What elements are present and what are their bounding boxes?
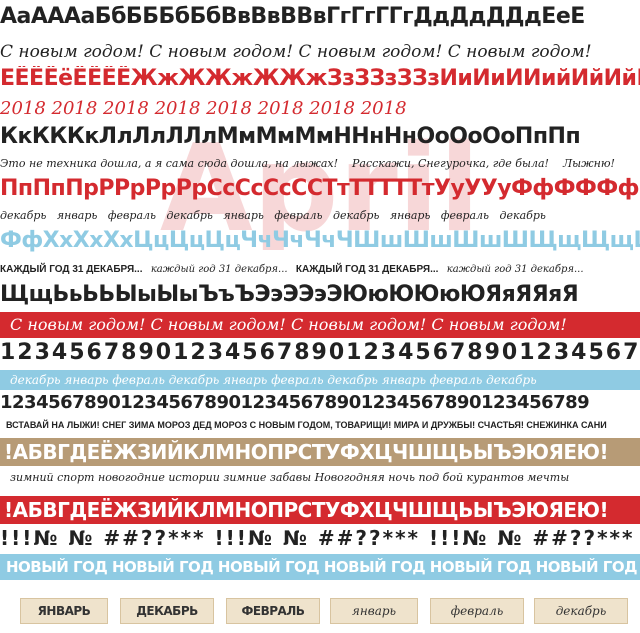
phrase-row-2: КАЖДЫЙ ГОД 31 ДЕКАБРЯ... каждый год 31 д…: [0, 264, 584, 275]
numbers-row-2: 1234567890123456789012345678901234567890…: [0, 392, 590, 413]
new-year-band-blue: НОВЫЙ ГОД НОВЫЙ ГОД НОВЫЙ ГОД НОВЫЙ ГОД …: [0, 554, 640, 580]
tag-january-script: январь: [330, 598, 418, 624]
numbers-row-1: 1234567890123456789012345678901234567: [0, 340, 640, 365]
script-phrases-row: зимний спорт новогодние истории зимние з…: [10, 471, 570, 484]
alphabet-band-red: !АБВГДЕЁЖЗИЙКЛМНОПРСТУФХЦЧШЩЬЫЪЭЮЯЕЮ!: [0, 496, 640, 524]
alphabet-row-5: ФфХхХхХхЦцЦцЦцЧчЧчЧчЧШшШшШшШЩщЩщЩщ: [0, 228, 640, 253]
months-band: декабрь январь февраль декабрь январь фе…: [0, 370, 640, 390]
tag-december-script: декабрь: [534, 598, 628, 624]
months-row-1: декабрь январь февраль декабрь январь фе…: [0, 209, 546, 222]
tag-february: ФЕВРАЛЬ: [226, 598, 320, 624]
alphabet-row-4: ПпПпПрРРрРрРрСсСсСсССТтТТТТТтУуУУуФфФФФф: [0, 176, 640, 201]
alphabet-row-1: АаАААаБбБББбБбВвВвВВвГгГгГГгДдДдДДдЕеЕ: [0, 4, 585, 29]
new-year-band: С новым годом! С новым годом! С новым го…: [0, 312, 640, 338]
phrase-row-1: Это не техника дошла, а я сама сюда дошл…: [0, 157, 615, 170]
alphabet-row-6: ЩщЬьЬЬЫыЫыЪъЪЭэЭЭэЭЮюЮЮюЮЯяЯЯяЯ: [0, 282, 579, 307]
year-row: 2018 2018 2018 2018 2018 2018 2018 2018: [0, 98, 407, 119]
alphabet-row-3: КкКККкЛлЛлЛЛлМмМмМмННнНнОоОоОоПпПп: [0, 124, 581, 149]
script-row-1: С новым годом! С новым годом! С новым го…: [0, 42, 592, 62]
symbols-row: !!!№ № ##??*** !!!№ № ##??*** !!!№ № ##?…: [0, 526, 635, 550]
alphabet-row-2: ЕЁЁЁёЁЁЁЁЖжЖЖжЖЖжЗзЗЗзЗЗзИиИиИИийИйИйКк: [0, 66, 640, 91]
tag-january: ЯНВАРЬ: [20, 598, 108, 624]
tag-february-script: февраль: [430, 598, 524, 624]
alphabet-band-gold: !АБВГДЕЁЖЗИЙКЛМНОПРСТУФХЦЧШЩЬЫЪЭЮЯЕЮ!: [0, 438, 640, 466]
tag-december: ДЕКАБРЬ: [120, 598, 214, 624]
phrases-row: ВСТАВАЙ НА ЛЫЖИ! СНЕГ ЗИМА МОРОЗ ДЕД МОР…: [6, 420, 607, 430]
